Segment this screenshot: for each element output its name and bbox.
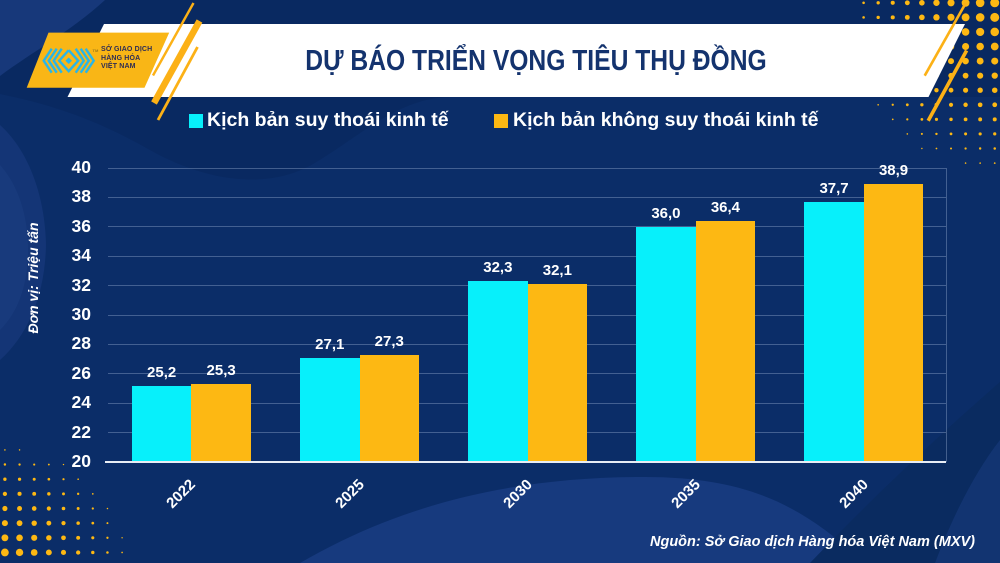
gridline (108, 255, 946, 257)
value-label-2030-no-recession: 32,1 (542, 262, 572, 280)
top-left-light-streak-inner (0, 165, 28, 330)
logo-trademark: TM (92, 47, 99, 53)
value-label-2030-recession: 32,3 (483, 259, 513, 277)
halftone-dots-bottom-left (1, 449, 123, 557)
bar-2025-no-recession (359, 354, 419, 461)
legend-swatch-recession (189, 113, 203, 128)
legend-label-no-recession: Kịch bản không suy thoái kinh tế (513, 108, 819, 131)
x-axis-line (105, 461, 946, 463)
y-tick-label: 20 (71, 451, 91, 471)
gridline (108, 167, 946, 169)
value-label-2040-recession: 37,7 (819, 179, 849, 197)
value-label-2022-no-recession: 25,3 (206, 362, 236, 380)
bottom-right-dark-band (810, 382, 1000, 563)
gridline (108, 226, 946, 228)
bar-2035-no-recession (695, 220, 756, 461)
slash-right-thin (923, 2, 968, 77)
y-tick-label: 30 (71, 304, 91, 324)
source-note: Nguồn: Sở Giao dịch Hàng hóa Việt Nam (M… (650, 534, 975, 550)
value-label-2035-recession: 36,0 (651, 204, 681, 222)
bar-2030-no-recession (527, 284, 588, 461)
y-tick-label: 24 (71, 392, 91, 413)
bar-2040-no-recession (863, 184, 924, 461)
value-label-2022-recession: 25,2 (147, 363, 177, 381)
slash-left-medium (156, 46, 199, 121)
value-label-2035-no-recession: 36,4 (710, 198, 741, 216)
slash-left-thin (151, 2, 195, 77)
y-tick-label: 22 (71, 421, 91, 442)
y-tick-label: 38 (71, 186, 91, 207)
y-tick-label: 40 (71, 157, 91, 177)
bottom-right-corner (935, 440, 1000, 563)
title-banner (67, 24, 965, 97)
logo-text-line3: VIỆT NAM (101, 63, 136, 71)
bar-2022-no-recession (191, 384, 251, 461)
value-label-2025-no-recession: 27,3 (374, 332, 404, 350)
y-tick-label: 28 (71, 333, 91, 354)
y-tick-label: 32 (71, 274, 91, 295)
slash-left-thick (151, 19, 203, 105)
y-tick-label: 26 (71, 362, 91, 383)
bar-2030-recession (468, 281, 528, 461)
logo-plate (26, 32, 170, 88)
bar-2035-recession (636, 226, 696, 461)
plot-right-border (946, 168, 947, 462)
y-tick-label: 36 (71, 215, 91, 236)
legend-swatch-no-recession (494, 113, 508, 128)
bar-2025-recession (300, 357, 360, 461)
slash-right-medium (926, 49, 969, 122)
yellow-slashes (151, 2, 969, 122)
bar-2040-recession (804, 201, 864, 461)
value-label-2040-no-recession: 38,9 (878, 162, 909, 180)
bottom-light-swoosh (300, 477, 860, 563)
logo-text-line1: SỞ GIAO DỊCH (101, 46, 153, 53)
logo-text-line2: HÀNG HÓA (101, 54, 141, 62)
value-label-2025-recession: 27,1 (315, 335, 345, 353)
page-title: DỰ BÁO TRIỂN VỌNG TIÊU THỤ ĐỒNG (305, 44, 767, 77)
gridline (108, 196, 946, 198)
logo-text: SỞ GIAO DỊCH HÀNG HÓA VIỆT NAM (101, 46, 171, 72)
y-tick-label: 34 (71, 245, 91, 266)
bar-2022-recession (131, 385, 192, 461)
legend-label-recession: Kịch bản suy thoái kinh tế (207, 108, 449, 131)
mxv-logo-icon (42, 48, 96, 74)
